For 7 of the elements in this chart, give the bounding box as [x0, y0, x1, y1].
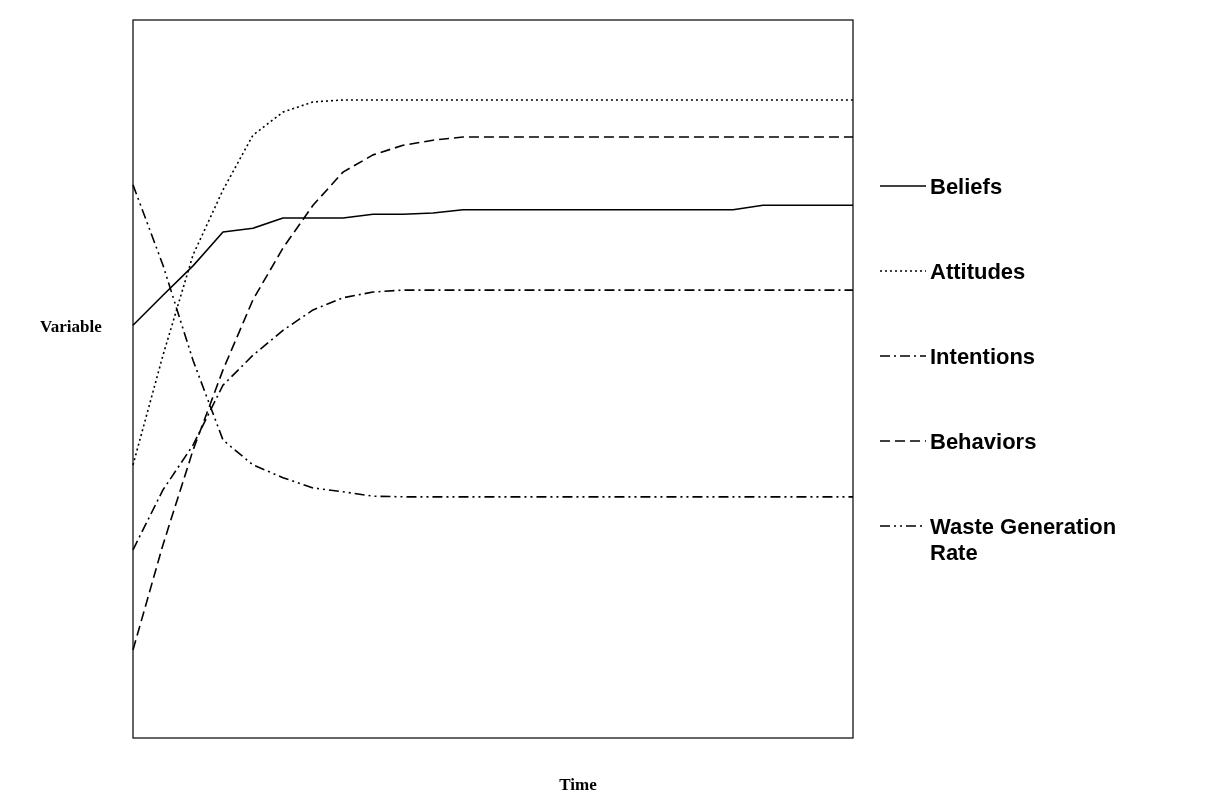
x-axis-title: Time: [559, 775, 598, 794]
y-axis-title: Variable: [40, 317, 103, 336]
legend-label: Behaviors: [930, 429, 1037, 454]
legend-label: Waste Generation Rate: [930, 514, 1117, 565]
legend-label: Intentions: [930, 344, 1036, 369]
legend-label: Beliefs: [930, 174, 1003, 199]
legend-label: Attitudes: [930, 259, 1026, 284]
